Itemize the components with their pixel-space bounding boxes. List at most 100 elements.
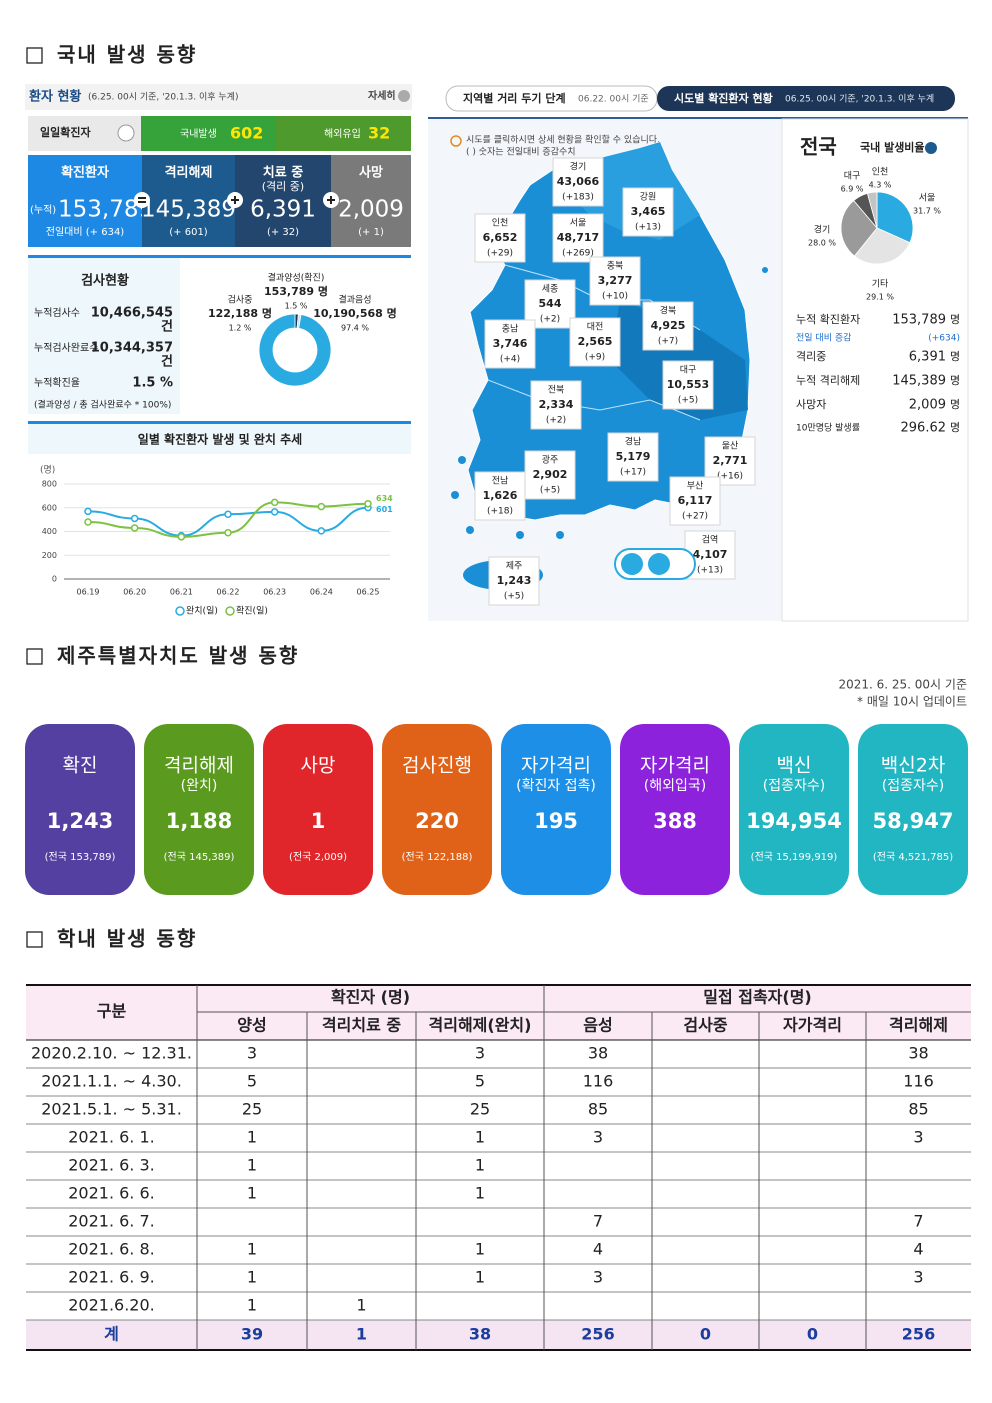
region-name[interactable]: 강원 — [640, 192, 657, 203]
stat-box — [28, 155, 142, 247]
table-total-cell: 39 — [241, 1325, 263, 1344]
table-cell: 3 — [593, 1268, 603, 1287]
table-cell: 116 — [583, 1072, 614, 1091]
table-cell: 1 — [475, 1184, 485, 1203]
jeju-date: 2021. 6. 25. 00시 기준 — [838, 678, 967, 692]
nation-unit: 명 — [950, 313, 960, 326]
x-tick-label: 06.24 — [310, 588, 333, 597]
slice-count: 153,789 명 — [264, 284, 328, 298]
region-value: 2,334 — [539, 398, 574, 411]
pie-title: 국내 발생비율 — [860, 140, 925, 154]
slice-value: 97.4 % — [341, 324, 369, 333]
pie-slice — [840, 199, 878, 257]
card-value: 194,954 — [746, 809, 842, 833]
nation-label: 누적 격리해제 — [796, 373, 860, 387]
stat-change: (+ 32) — [267, 227, 299, 238]
region-change: (+4) — [500, 355, 520, 365]
region-name[interactable]: 경남 — [625, 436, 642, 448]
x-tick-label: 06.19 — [77, 588, 100, 597]
region-name[interactable]: 부산 — [687, 481, 704, 492]
section-title: 제주특별자치도 발생 동향 — [57, 644, 299, 668]
tests-top-rule — [28, 255, 411, 258]
more-link[interactable]: 자세히 — [368, 89, 396, 102]
table-cell: 2021.6.20. — [68, 1296, 155, 1315]
card-value: 58,947 — [872, 809, 953, 833]
region-name[interactable]: 대전 — [587, 322, 604, 333]
slice-count: 10,190,568 명 — [313, 306, 397, 320]
region-name[interactable]: 대구 — [680, 365, 697, 376]
nation-label: 누적 확진환자 — [796, 313, 860, 326]
nation-unit: 명 — [950, 398, 960, 411]
region-value: 5,179 — [616, 450, 651, 463]
stat-change: 전일대비 (+ 634) — [46, 226, 125, 238]
region-value: 3,277 — [598, 274, 633, 287]
region-name[interactable]: 세종 — [542, 284, 559, 295]
stat-card — [144, 724, 254, 895]
table-cell: 4 — [593, 1240, 603, 1259]
chart-title: 일별 확진환자 발생 및 완치 추세 — [138, 432, 302, 447]
table-cell: 1 — [247, 1128, 257, 1147]
region-label-box — [642, 301, 694, 351]
slice-value: 29.1 % — [866, 293, 894, 302]
region-name[interactable]: 울산 — [722, 441, 739, 452]
tab-label[interactable]: 지역별 거리 두기 단계 — [463, 91, 566, 105]
slice-label: 인천 — [872, 167, 889, 178]
tests-box — [28, 258, 180, 414]
table-cell: 3 — [475, 1044, 485, 1063]
slice-count: 122,188 명 — [208, 306, 272, 320]
slice-label: 서울 — [919, 193, 936, 204]
table-cell: 2021. 6. 9. — [68, 1268, 155, 1287]
region-name[interactable]: 충남 — [502, 324, 519, 335]
tests-note: (결과양성 / 총 검사완료수 * 100%) — [34, 399, 171, 411]
section-title: 학내 발생 동향 — [57, 927, 197, 951]
card-title: 검사진행 — [402, 755, 472, 777]
tab-rule — [428, 117, 968, 119]
end-value-label: 634 — [376, 494, 393, 503]
region-change: (+7) — [658, 337, 678, 347]
region-name[interactable]: 충북 — [607, 261, 624, 272]
series-point — [317, 527, 326, 535]
nation-value: (+634) — [928, 334, 960, 344]
region-name[interactable]: 제주 — [506, 561, 523, 572]
table-total-cell: 계 — [104, 1325, 119, 1344]
region-name[interactable]: 경북 — [660, 305, 677, 317]
tests-value: 1.5 % — [132, 376, 173, 391]
region-name[interactable]: 광주 — [542, 454, 559, 466]
table-cell: 1 — [475, 1240, 485, 1259]
tests-value: 10,466,545 — [91, 306, 173, 321]
y-tick-label: 800 — [42, 480, 57, 489]
stat-card — [25, 724, 135, 895]
y-tick-label: 0 — [52, 575, 57, 584]
region-name[interactable]: 인천 — [492, 218, 509, 229]
card-subtitle: (접종자수) — [882, 778, 944, 794]
pie-slice — [876, 191, 914, 244]
table-cell: 1 — [247, 1240, 257, 1259]
slice-value: 1.2 % — [229, 324, 252, 333]
card-value: 1 — [311, 809, 326, 833]
card-note: (전국 15,199,919) — [751, 851, 838, 863]
region-name[interactable]: 경기 — [570, 161, 587, 173]
region-label-box — [484, 319, 536, 369]
card-note: (전국 122,188) — [402, 851, 473, 863]
slice-label: 기타 — [872, 279, 889, 290]
region-name[interactable]: 서울 — [570, 218, 587, 229]
region-change: (+13) — [635, 223, 661, 233]
table-header: 확진자 (명) — [331, 988, 410, 1007]
daily-label: 일일확진자 — [40, 125, 91, 139]
table-cell: 2021. 6. 3. — [68, 1156, 155, 1175]
region-label-box — [488, 556, 540, 606]
nation-label: 격리중 — [796, 350, 826, 363]
region-name[interactable]: 전북 — [548, 385, 565, 396]
table-cell: 4 — [913, 1240, 923, 1259]
region-name[interactable]: 검역 — [702, 534, 719, 546]
card-note: (전국 4,521,785) — [873, 851, 953, 863]
card-subtitle: (해외입국) — [644, 778, 706, 794]
nation-title: 전국 — [800, 135, 837, 159]
card-value: 1,188 — [166, 809, 232, 833]
tab-label[interactable]: 시도별 확진환자 현황 — [674, 91, 773, 105]
x-tick-label: 06.22 — [217, 588, 240, 597]
region-value: 6,652 — [483, 231, 518, 244]
map-note: ( ) 숫자는 전일대비 증감수치 — [466, 146, 576, 158]
region-name[interactable]: 전남 — [492, 476, 509, 487]
region-label-box — [474, 471, 526, 521]
